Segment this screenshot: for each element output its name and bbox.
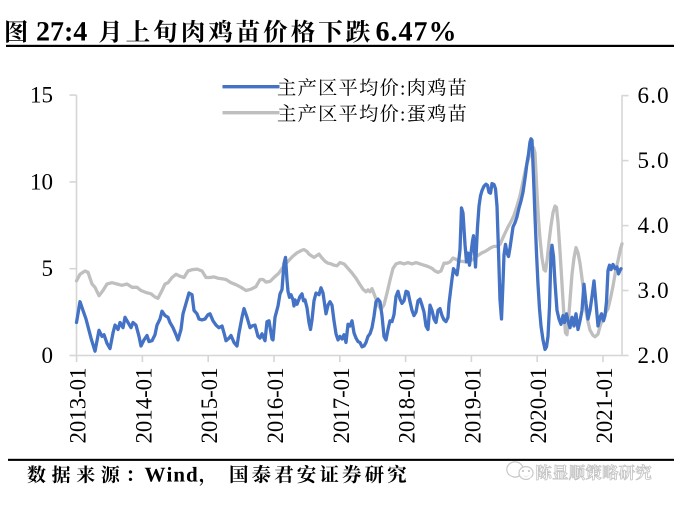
svg-text:5: 5 xyxy=(42,256,54,281)
svg-text:3.0: 3.0 xyxy=(638,278,670,303)
svg-text:2.0: 2.0 xyxy=(638,343,670,368)
svg-text:10: 10 xyxy=(30,169,53,194)
svg-text:2018-01: 2018-01 xyxy=(395,368,420,444)
svg-text:2021-01: 2021-01 xyxy=(592,368,617,444)
svg-text:2017-01: 2017-01 xyxy=(329,368,354,444)
svg-text:2016-01: 2016-01 xyxy=(263,368,288,444)
svg-text:0: 0 xyxy=(42,343,54,368)
svg-text:2020-01: 2020-01 xyxy=(526,368,551,444)
svg-text:5.0: 5.0 xyxy=(638,148,670,173)
svg-text:15: 15 xyxy=(30,83,53,108)
svg-text:2019-01: 2019-01 xyxy=(460,368,485,444)
svg-text:6.0: 6.0 xyxy=(638,83,670,108)
svg-text:4.0: 4.0 xyxy=(638,213,670,238)
svg-text:2015-01: 2015-01 xyxy=(197,368,222,444)
svg-text:2013-01: 2013-01 xyxy=(66,368,91,444)
svg-text:2014-01: 2014-01 xyxy=(131,368,156,444)
